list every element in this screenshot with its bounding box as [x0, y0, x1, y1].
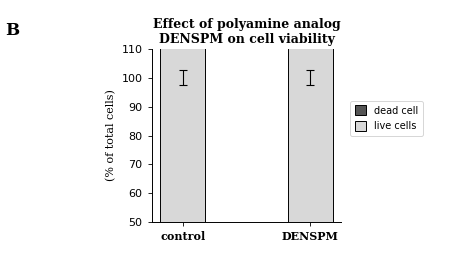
Y-axis label: (% of total cells): (% of total cells)	[106, 89, 116, 182]
Text: B: B	[5, 22, 19, 39]
Bar	[288, 2, 333, 222]
Bar	[288, 0, 333, 2]
Title: Effect of polyamine analog
DENSPM on cell viability: Effect of polyamine analog DENSPM on cel…	[153, 18, 340, 46]
Bar	[160, 0, 205, 222]
Legend: dead cell, live cells: dead cell, live cells	[350, 101, 423, 136]
